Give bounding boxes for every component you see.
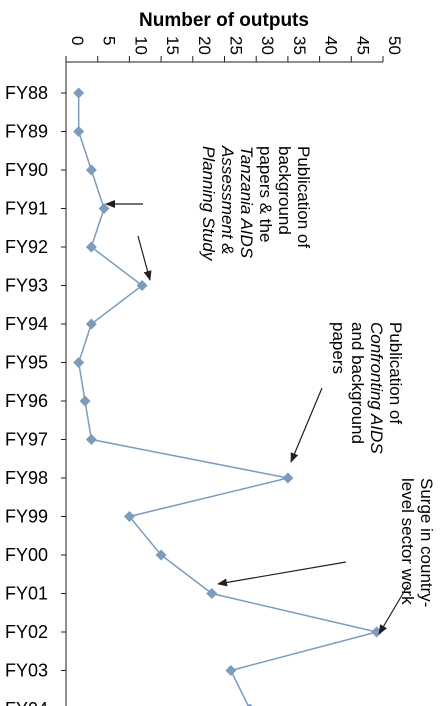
data-point-FY03 [225,665,237,676]
annotation-text: Confronting AIDS [367,322,386,454]
category-label: FY04 [5,699,48,706]
value-tick-label: 5 [100,36,119,45]
annotation-text: background [275,146,294,235]
annotation-line: Publication of [294,146,313,248]
axes: 0 5 10 15 20 25 30 35 40 45 50 FY88 FY89 FY90 FY91 FY92… [5,36,404,706]
data-point-FY01 [206,588,218,599]
category-label: FY96 [5,391,48,411]
data-point-FY92 [85,241,97,253]
value-tick-label: 40 [322,36,341,55]
data-point-FY93 [136,280,148,291]
annotation-line: papers & the [256,146,275,242]
category-label: FY90 [5,160,48,180]
annotation-text: level sector work [398,478,417,605]
category-label: FY00 [5,545,48,565]
value-tick-label: 10 [131,36,150,55]
category-label: FY92 [5,237,48,257]
annotation-text: Surge in country- [417,478,436,607]
annotation-line: Tanzania AIDS [237,146,256,259]
value-tick-label: 45 [353,36,372,55]
category-label: FY89 [5,122,48,142]
data-point-FY04 [247,703,253,706]
annotation-arrow [290,387,323,463]
category-label: FY88 [5,83,48,103]
annotation-line: Publication of [386,322,405,424]
annotation-line: level sector work [398,478,417,605]
annotation-text: and background [348,322,367,444]
data-point-FY89 [73,126,85,137]
category-label: FY03 [5,661,48,681]
annotation-arrow [137,235,152,281]
category-label: FY95 [5,353,48,373]
value-tick-label: 30 [258,36,277,55]
annotation-text: Publication of [294,146,313,248]
category-label: FY94 [5,314,48,334]
annotation-line: Assessment & [218,145,237,255]
annotation-arrow [378,584,409,635]
annotation-arrow [217,561,347,587]
category-label: FY99 [5,507,48,527]
annotation-line: background [275,146,294,235]
category-label: FY98 [5,468,48,488]
value-tick-label: 35 [290,36,309,55]
annotation-line: Surge in country- [417,478,436,607]
data-point-FY97 [85,434,97,445]
data-point-FY94 [85,318,97,330]
series-outputs [73,87,383,706]
data-point-FY90 [85,164,97,176]
data-point-FY99 [123,511,135,522]
value-tick-label: 20 [195,36,214,55]
annotation-text: Tanzania AIDS [237,146,256,259]
annotation-line: papers [329,322,348,374]
annotation-text: Assessment & [218,145,237,255]
category-label: FY93 [5,276,48,296]
data-point-FY98 [282,472,294,484]
annotation-3: Surge in country-level sector work [398,478,436,607]
annotation-text: papers & the [256,146,275,242]
annotation-text: Planning Study [199,146,218,262]
annotation-line: and background [348,322,367,444]
annotation-line: Confronting AIDS [367,322,386,454]
annotation-line: Planning Study [199,146,218,262]
chart-title: Number of outputs [139,10,309,31]
category-label: FY02 [5,622,48,642]
value-tick-label: 15 [163,36,182,55]
value-tick-label: 0 [68,36,87,45]
data-point-FY96 [79,395,91,407]
annotation-text: Publication of [386,322,405,424]
data-point-FY91 [98,203,110,214]
annotation-text: papers [329,322,348,374]
data-point-FY00 [155,549,167,561]
data-point-FY95 [73,357,85,368]
category-label: FY91 [5,199,48,219]
category-label: FY97 [5,430,48,450]
data-point-FY88 [73,87,85,99]
value-tick-label: 50 [385,36,404,55]
value-tick-label: 25 [227,36,246,55]
category-label: FY01 [5,584,48,604]
